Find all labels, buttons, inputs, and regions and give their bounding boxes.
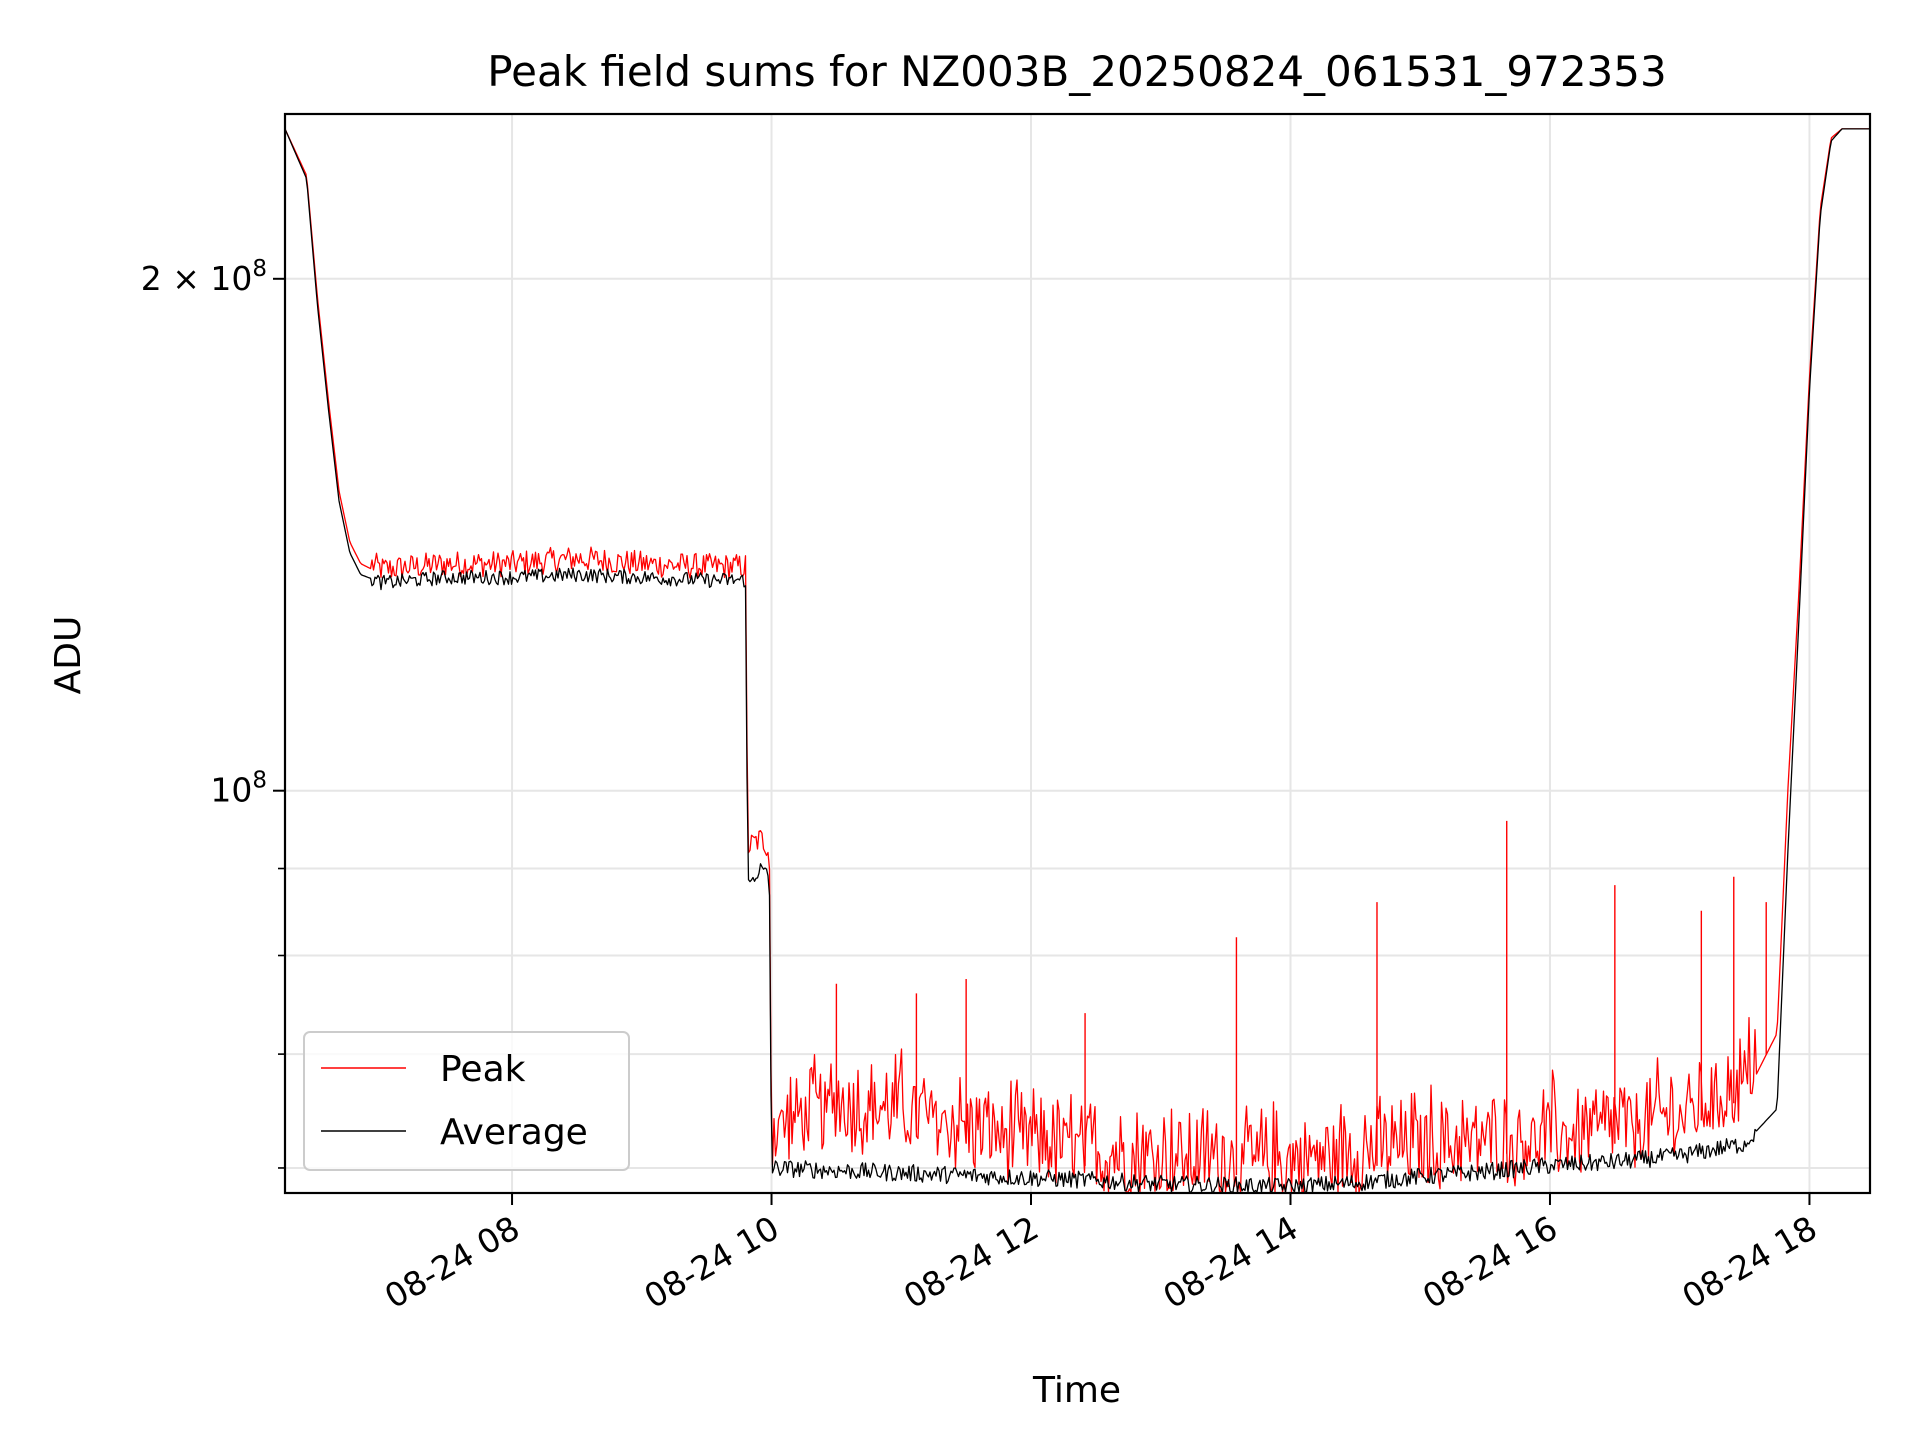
y-tick-label: 108: [210, 768, 267, 810]
series-layer: [284, 128, 1869, 1193]
plot-frame: [283, 112, 1872, 1195]
legend: Peak Average: [303, 1031, 630, 1171]
y-tick-label: 2 × 108: [141, 256, 267, 298]
chart-title: Peak field sums for NZ003B_20250824_0615…: [487, 47, 1666, 96]
series-line-average: [284, 128, 1869, 1193]
legend-label-peak: Peak: [440, 1049, 526, 1090]
series-line-peak: [284, 128, 1869, 1193]
grid-layer: [285, 114, 1870, 1193]
y-axis-label: ADU: [48, 616, 89, 695]
x-axis-label: Time: [1032, 1370, 1121, 1411]
legend-box: [303, 1031, 630, 1171]
legend-label-average: Average: [440, 1112, 588, 1153]
